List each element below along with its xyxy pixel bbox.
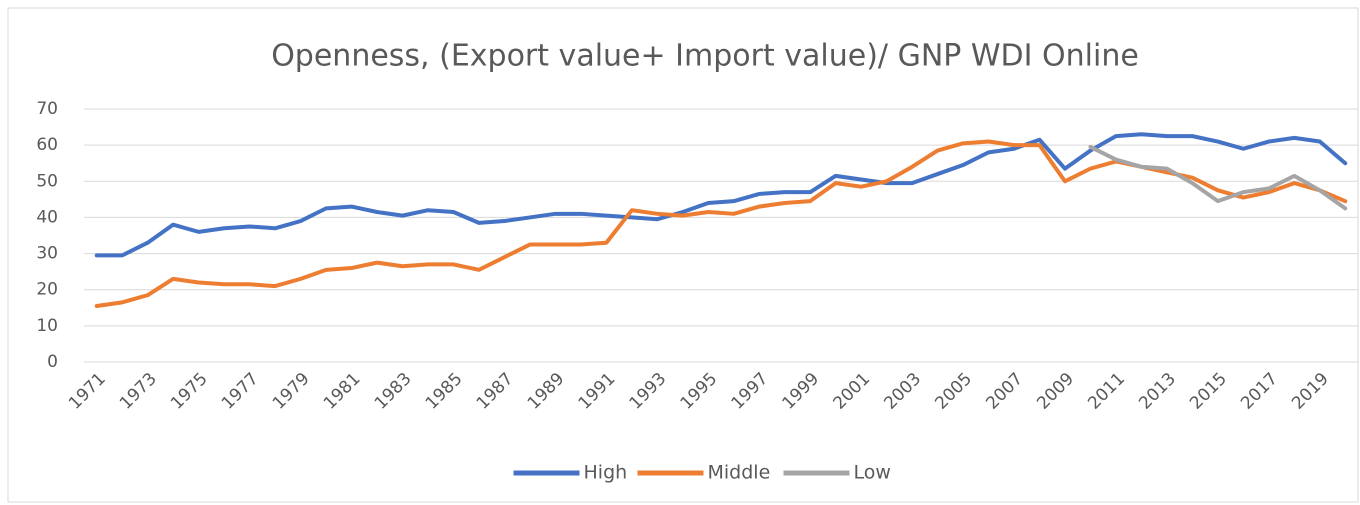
y-tick-label: 50 [36,171,58,191]
y-tick-label: 10 [36,316,58,336]
legend-label: Low [854,462,891,484]
data-line [1088,144,1348,211]
y-tick-label: 60 [36,135,58,155]
y-tick-label: 70 [36,99,58,119]
y-tick-label: 0 [47,352,58,372]
legend-label: High [584,462,628,484]
y-tick-label: 20 [36,280,58,300]
chart-border [7,7,1359,503]
y-tick-label: 40 [36,207,58,227]
chart-title: Openness, (Export value+ Import value)/ … [271,39,1139,74]
data-line [94,132,1348,258]
y-tick-label: 30 [36,244,58,264]
legend-label: Middle [708,462,771,484]
